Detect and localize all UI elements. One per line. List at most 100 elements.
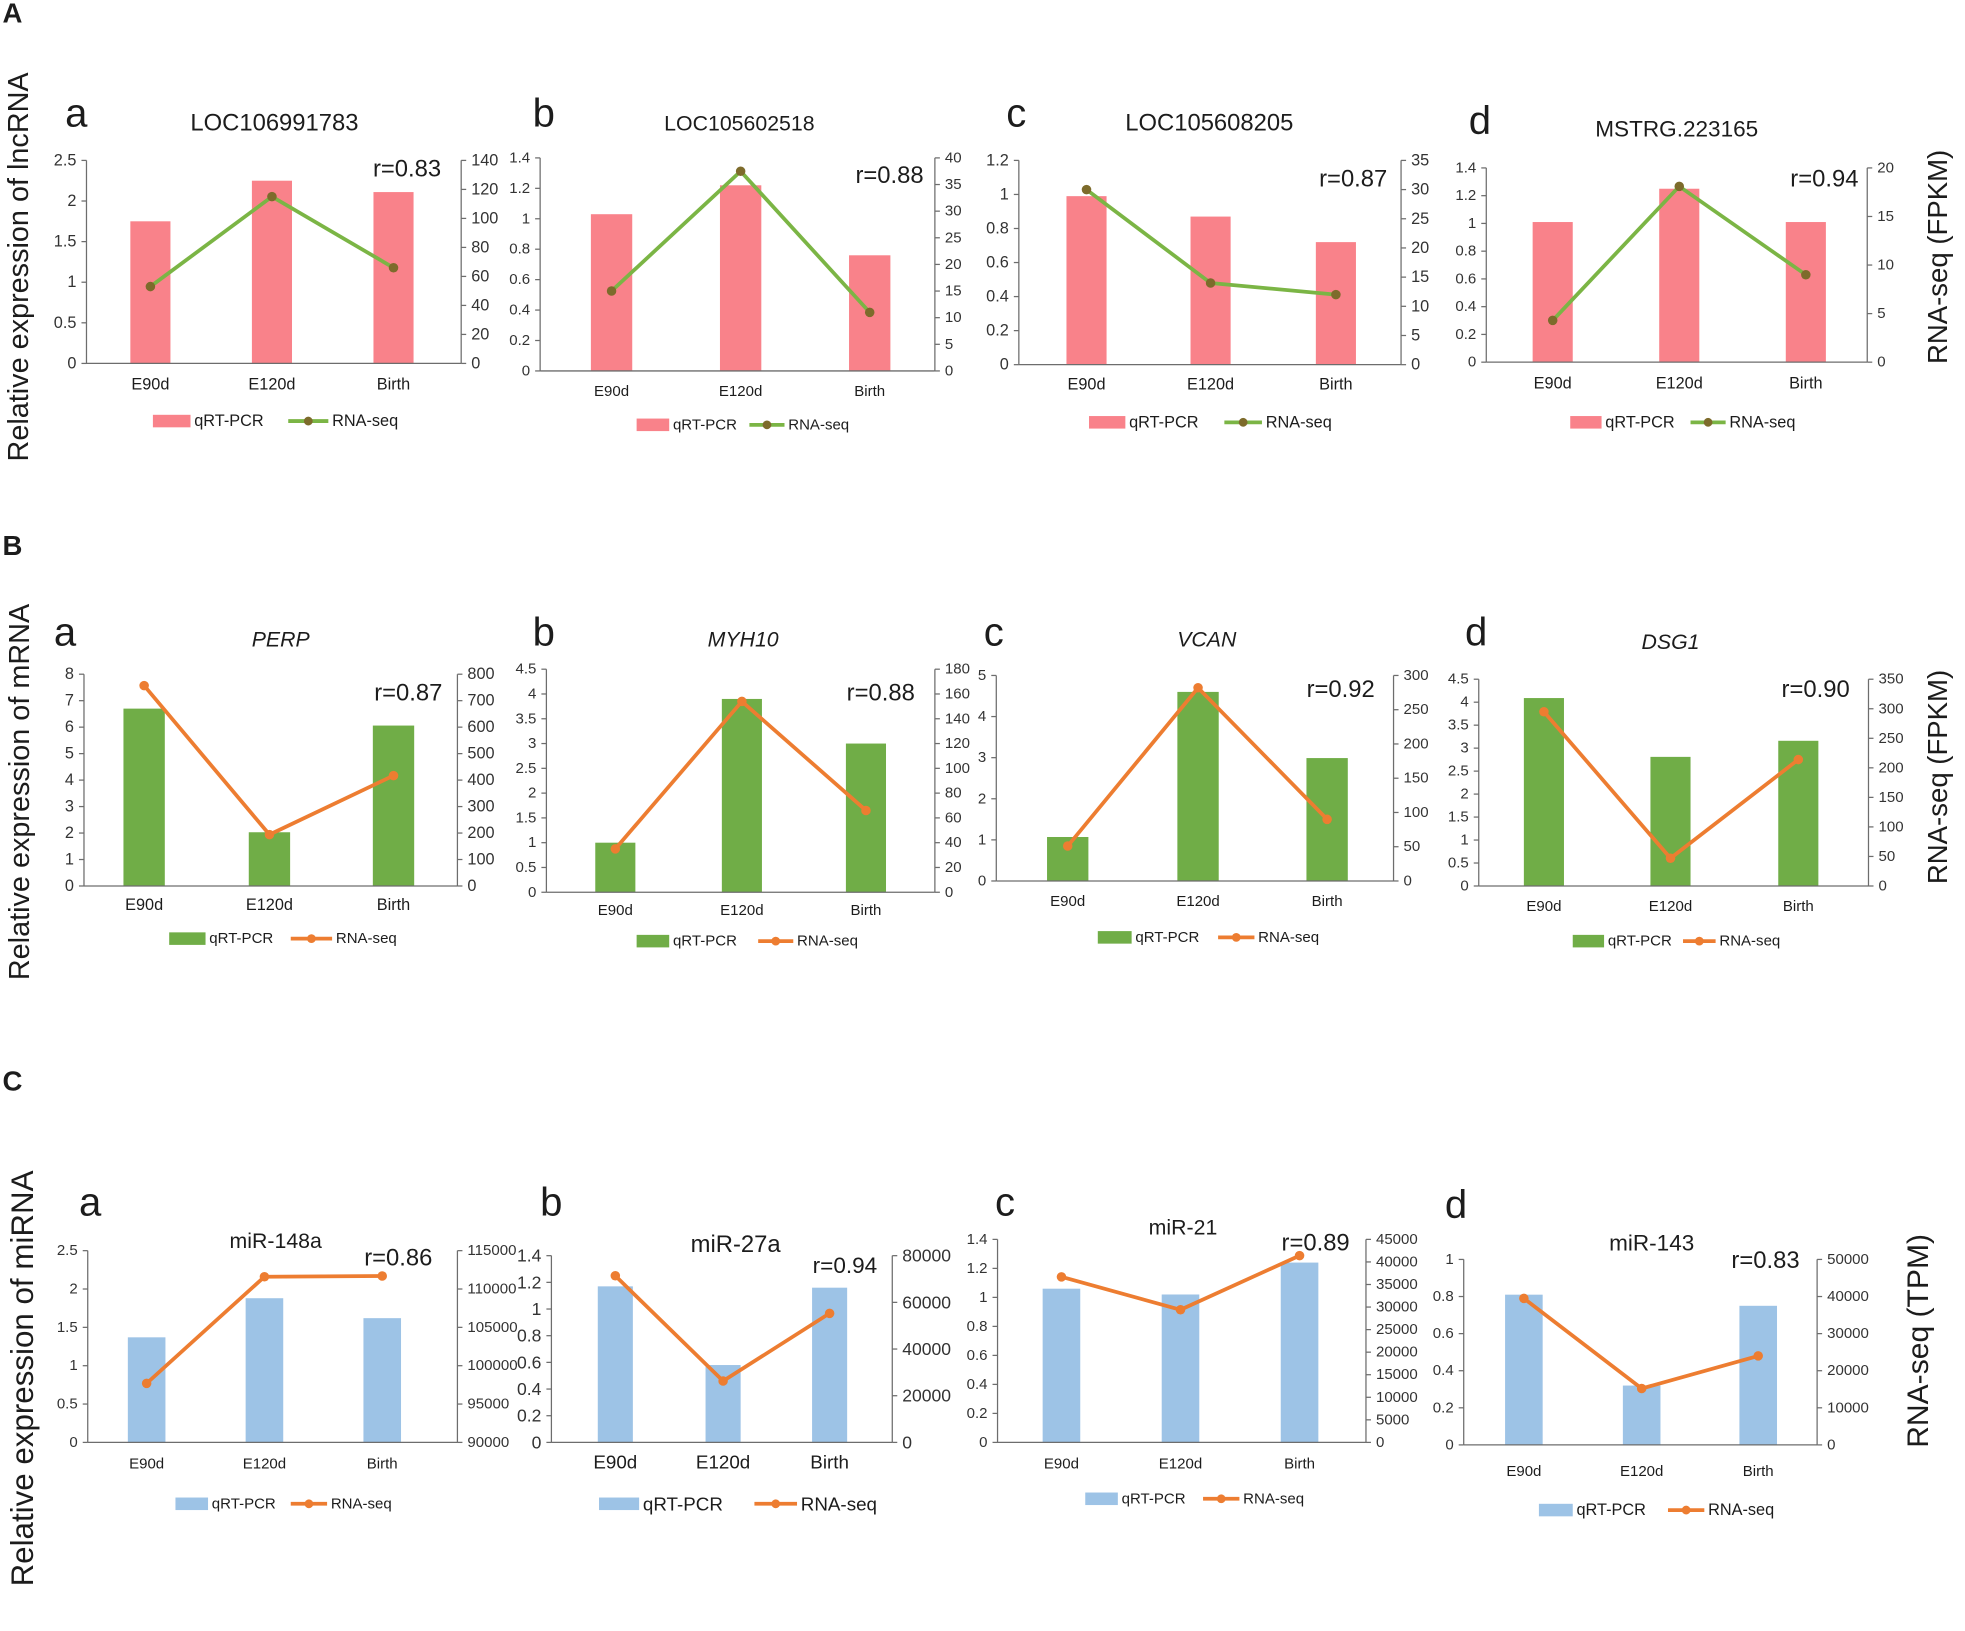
legend-label-qrt-pcr: qRT-PCR: [209, 930, 273, 947]
x-tick-label: Birth: [1312, 893, 1343, 910]
left-y-tick-label: 0.6: [517, 1352, 541, 1372]
right-y-tick-label: 20000: [902, 1386, 951, 1406]
row-ylabel-left-B: Relative expression of mRNA: [4, 603, 36, 980]
x-tick-label: E120d: [696, 1452, 750, 1473]
right-y-tick-label: 40: [945, 834, 962, 851]
legend: qRT-PCR RNA-seq: [175, 1495, 392, 1512]
rna-seq-point: [1801, 269, 1811, 280]
right-y-tick-label: 30000: [1827, 1325, 1869, 1342]
right-y-tick-label: 15000: [1376, 1366, 1418, 1383]
right-y-tick-label: 300: [1879, 700, 1904, 717]
left-y-tick-label: 0.8: [517, 1326, 541, 1346]
legend-label-qrt-pcr: qRT-PCR: [1135, 929, 1199, 946]
legend-swatch-qrt-pcr: [1085, 1492, 1118, 1506]
left-y-tick-label: 2: [1460, 786, 1468, 803]
left-y-tick-label: 2.5: [57, 1242, 78, 1259]
left-y-tick-label: 0.6: [986, 254, 1009, 272]
right-y-tick-label: 0: [1827, 1436, 1835, 1453]
legend-marker-rna-seq: [1694, 936, 1704, 946]
chart-title: LOC105608205: [1125, 109, 1293, 136]
left-y-tick-label: 0.5: [57, 1396, 78, 1413]
legend-label-qrt-pcr: qRT-PCR: [1608, 933, 1672, 950]
chart-A-a: 0 0.5 1 1.5 2 2.5 0 20 40 60 80 100 120 140 E90d E120d B…: [54, 92, 499, 430]
rna-seq-point: [259, 1271, 270, 1282]
left-y-tick-label: 4: [978, 708, 986, 725]
legend-label-qrt-pcr: qRT-PCR: [212, 1495, 276, 1512]
x-tick-label: E120d: [1159, 1456, 1202, 1473]
rna-seq-point: [1175, 1305, 1186, 1315]
right-y-tick-label: 5: [1877, 305, 1885, 322]
legend-marker-rna-seq: [1231, 932, 1241, 942]
legend-swatch-qrt-pcr: [175, 1497, 209, 1511]
right-y-tick-label: 25: [1411, 210, 1429, 228]
right-y-tick-label: 80: [945, 785, 962, 802]
legend: qRT-PCR RNA-seq: [636, 416, 849, 433]
right-y-tick-label: 160: [945, 685, 970, 702]
subplot-label: a: [79, 1181, 102, 1225]
x-tick-label: Birth: [854, 383, 885, 400]
qrt-pcr-bar: [130, 221, 171, 364]
left-y-tick-label: 1.2: [517, 1272, 541, 1292]
left-y-tick-label: 0.2: [1433, 1399, 1454, 1416]
chart-title: LOC106991783: [190, 109, 358, 136]
legend-swatch-qrt-pcr: [1097, 931, 1132, 944]
left-y-tick-label: 0.4: [986, 288, 1009, 306]
x-tick-label: E120d: [246, 896, 293, 914]
legend-swatch-qrt-pcr: [1572, 934, 1605, 948]
left-y-tick-label: 6: [65, 718, 74, 736]
correlation-label: r=0.83: [1731, 1247, 1799, 1274]
qrt-pcr-bar: [1659, 188, 1700, 363]
correlation-label: r=0.88: [847, 680, 915, 707]
right-y-tick-label: 0: [1411, 356, 1420, 374]
x-tick-label: Birth: [810, 1452, 849, 1473]
legend-swatch-qrt-pcr: [1538, 1503, 1573, 1517]
left-y-tick-label: 1: [532, 1299, 542, 1319]
right-y-tick-label: 20: [1877, 159, 1894, 176]
correlation-label: r=0.88: [855, 162, 923, 189]
left-y-tick-label: 0.2: [509, 332, 530, 349]
rna-seq-point: [864, 307, 875, 318]
x-tick-label: E120d: [719, 383, 762, 400]
chart-title: VCAN: [1177, 628, 1237, 652]
qrt-pcr-bar: [597, 1286, 633, 1443]
chart-title: PERP: [252, 628, 311, 652]
left-y-tick-label: 1: [1445, 1251, 1453, 1268]
legend-label-qrt-pcr: qRT-PCR: [673, 416, 737, 433]
rna-seq-point: [1322, 814, 1332, 825]
left-y-tick-label: 0: [69, 1434, 77, 1451]
legend-label-rna-seq: RNA-seq: [788, 416, 849, 433]
legend-swatch-qrt-pcr: [1570, 416, 1602, 429]
rna-seq-point: [1539, 706, 1549, 717]
right-y-tick-label: 500: [467, 745, 494, 763]
left-y-tick-label: 0: [1445, 1436, 1453, 1453]
left-y-tick-label: 0.8: [1433, 1288, 1454, 1305]
correlation-label: r=0.92: [1307, 676, 1375, 703]
left-y-tick-label: 5: [978, 667, 986, 684]
x-tick-label: Birth: [1789, 374, 1822, 392]
legend-label-rna-seq: RNA-seq: [1266, 413, 1332, 431]
right-y-tick-label: 40000: [1827, 1288, 1869, 1305]
right-y-tick-label: 40000: [902, 1339, 951, 1359]
rna-seq-point: [1674, 181, 1685, 192]
x-tick-label: E120d: [243, 1456, 286, 1473]
left-y-tick-label: 0.6: [1455, 270, 1476, 287]
legend-label-rna-seq: RNA-seq: [332, 412, 398, 430]
legend: qRT-PCR RNA-seq: [1570, 413, 1795, 431]
qrt-pcr-bar: [123, 708, 165, 886]
correlation-label: r=0.83: [373, 156, 441, 183]
right-y-tick-label: 200: [1404, 735, 1429, 752]
chart-title: DSG1: [1641, 630, 1699, 654]
x-tick-label: E120d: [248, 376, 295, 394]
x-tick-label: E90d: [593, 1452, 637, 1473]
right-y-tick-label: 60: [471, 267, 489, 285]
left-y-tick-label: 7: [65, 692, 74, 710]
left-y-tick-label: 3: [528, 735, 536, 752]
qrt-pcr-bar: [1190, 216, 1231, 365]
right-y-tick-label: 600: [467, 718, 494, 736]
left-y-tick-label: 1: [522, 210, 530, 227]
x-tick-label: Birth: [377, 896, 410, 914]
right-y-tick-label: 35: [945, 176, 962, 193]
subplot-label: a: [65, 92, 88, 136]
